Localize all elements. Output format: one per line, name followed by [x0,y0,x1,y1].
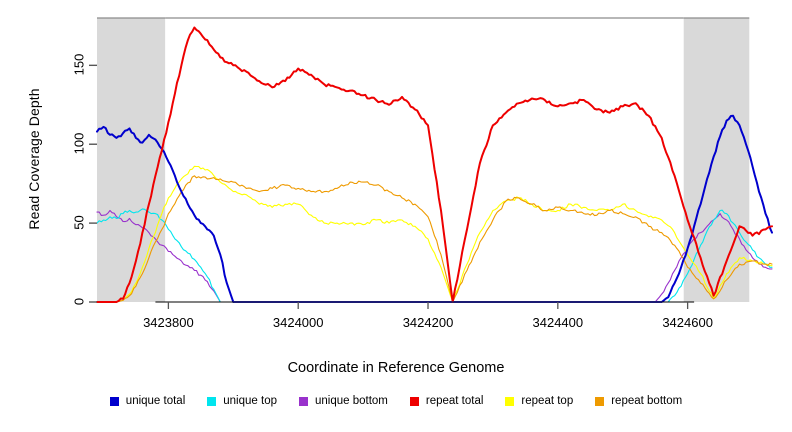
series-repeat-bottom [96,175,773,303]
legend-item-unique-total[interactable]: unique total [109,395,186,407]
x-tick-label-4: 3424600 [662,315,713,330]
legend-label: unique top [223,395,277,407]
y-tick-label-3: 150 [71,53,87,76]
legend-item-unique-top[interactable]: unique top [207,395,277,407]
legend-label: unique total [125,395,186,407]
legend-swatch-icon [109,396,119,406]
y-tick-label-0: 0 [71,297,87,306]
legend-label: unique bottom [314,395,388,407]
y-tick-label-1: 50 [71,215,87,230]
series-repeat-top [96,165,773,303]
legend-swatch-icon [595,396,605,406]
legend-label: repeat total [425,395,484,407]
legend-swatch-icon [409,396,419,406]
legend-item-repeat-top[interactable]: repeat top [505,395,573,407]
x-tick-label-1: 3424000 [272,315,324,330]
legend-item-repeat-bottom[interactable]: repeat bottom [595,395,682,407]
series-unique-bottom [96,209,773,303]
shaded-region-1 [683,18,750,302]
series-repeat-total [96,26,773,303]
legend-label: repeat bottom [611,395,683,407]
x-tick-label-3: 3424400 [532,315,584,330]
legend-swatch-icon [207,396,217,406]
chart-legend: unique total unique top unique bottom repea… [0,395,792,407]
legend-swatch-icon [505,396,515,406]
series-unique-top [96,208,773,303]
shaded-region-0 [97,18,166,302]
legend-label: repeat top [521,395,574,407]
legend-swatch-icon [298,396,308,406]
y-tick-label-2: 100 [71,132,87,155]
legend-item-repeat-total[interactable]: repeat total [409,395,484,407]
x-axis-title: Coordinate in Reference Genome [287,360,505,376]
x-tick-label-0: 3423800 [143,315,194,330]
legend-item-unique-bottom[interactable]: unique bottom [298,395,388,407]
x-tick-label-2: 3424200 [402,315,454,330]
